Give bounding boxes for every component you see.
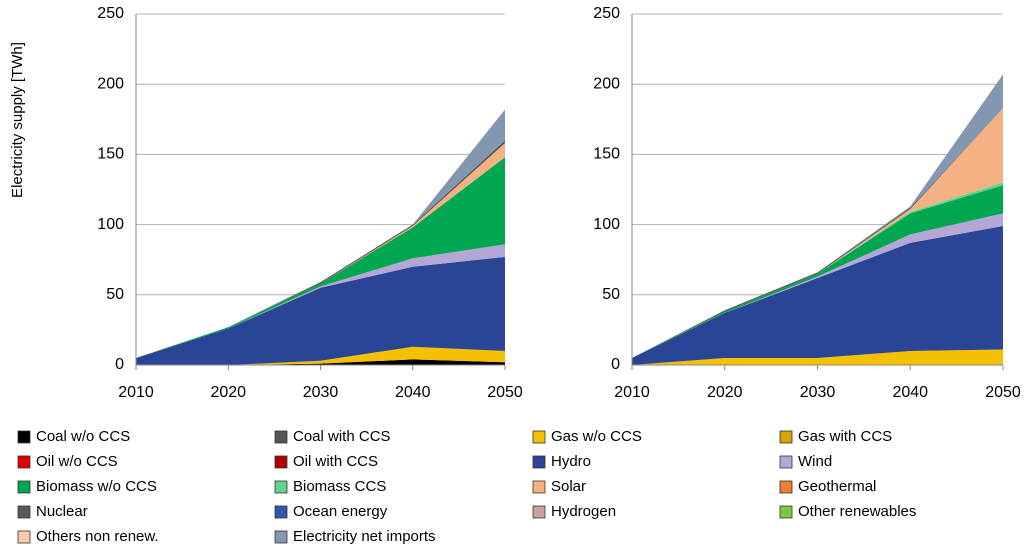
y-tick-label: 100	[97, 216, 124, 233]
legend-swatch	[274, 430, 288, 444]
legend-label: Electricity net imports	[293, 528, 436, 545]
y-tick-label: 200	[593, 75, 620, 92]
y-tick-label: 250	[97, 5, 124, 22]
x-tick-label: 2010	[118, 384, 154, 401]
legend-label: Geothermal	[798, 478, 876, 495]
legend-swatch	[779, 455, 793, 469]
y-tick-label: 0	[115, 356, 124, 373]
area	[136, 346, 505, 365]
legend-swatch	[274, 455, 288, 469]
area	[632, 213, 1003, 358]
legend-swatch	[17, 530, 31, 544]
area	[136, 244, 505, 358]
y-tick-label: 250	[593, 5, 620, 22]
x-tick-label: 2050	[487, 384, 523, 401]
legend-label: Coal w/o CCS	[36, 428, 130, 445]
legend-swatch	[17, 430, 31, 444]
x-tick-label: 2040	[892, 384, 928, 401]
y-tick-label: 0	[611, 356, 620, 373]
legend-swatch	[532, 430, 546, 444]
x-tick-label: 2010	[614, 384, 650, 401]
legend-swatch	[532, 480, 546, 494]
legend-label: Oil w/o CCS	[36, 453, 118, 470]
legend-label: Hydrogen	[551, 503, 616, 520]
legend-label: Wind	[798, 453, 832, 470]
area	[632, 349, 1003, 365]
legend-label: Gas with CCS	[798, 428, 892, 445]
legend-label: Other renewables	[798, 503, 916, 520]
y-tick-label: 50	[106, 286, 124, 303]
y-tick-label: 150	[593, 146, 620, 163]
legend-swatch	[532, 455, 546, 469]
area	[136, 359, 505, 365]
area	[632, 226, 1003, 365]
area	[632, 185, 1003, 358]
y-tick-label: 100	[593, 216, 620, 233]
legend-label: Coal with CCS	[293, 428, 391, 445]
x-tick-label: 2040	[395, 384, 431, 401]
x-tick-label: 2050	[985, 384, 1021, 401]
y-tick-label: 50	[602, 286, 620, 303]
legend-label: Oil with CCS	[293, 453, 378, 470]
legend-label: Biomass CCS	[293, 478, 386, 495]
legend-label: Nuclear	[36, 503, 88, 520]
legend-label: Ocean energy	[293, 503, 388, 520]
legend-swatch	[274, 505, 288, 519]
x-tick-label: 2020	[707, 384, 743, 401]
y-tick-label: 200	[97, 75, 124, 92]
legend-swatch	[17, 505, 31, 519]
legend-swatch	[532, 505, 546, 519]
legend-swatch	[779, 430, 793, 444]
y-axis-label: Electricity supply [TWh]	[9, 42, 26, 198]
legend-label: Others non renew.	[36, 528, 159, 545]
legend-swatch	[274, 530, 288, 544]
legend-swatch	[779, 505, 793, 519]
x-tick-label: 2020	[210, 384, 246, 401]
legend-label: Hydro	[551, 453, 591, 470]
x-tick-label: 2030	[303, 384, 339, 401]
legend-swatch	[779, 480, 793, 494]
legend-swatch	[274, 480, 288, 494]
legend-swatch	[17, 480, 31, 494]
legend-swatch	[17, 455, 31, 469]
area	[136, 256, 505, 365]
x-tick-label: 2030	[800, 384, 836, 401]
y-tick-label: 150	[97, 146, 124, 163]
legend-label: Gas w/o CCS	[551, 428, 642, 445]
legend-label: Biomass w/o CCS	[36, 478, 157, 495]
legend-label: Solar	[551, 478, 586, 495]
